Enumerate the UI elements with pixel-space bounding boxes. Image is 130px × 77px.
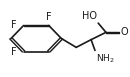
Text: F: F <box>46 12 52 22</box>
Text: F: F <box>11 47 17 57</box>
Text: NH$_2$: NH$_2$ <box>96 53 114 65</box>
Text: HO: HO <box>82 11 97 21</box>
Text: F: F <box>11 20 17 30</box>
Text: O: O <box>120 27 128 37</box>
